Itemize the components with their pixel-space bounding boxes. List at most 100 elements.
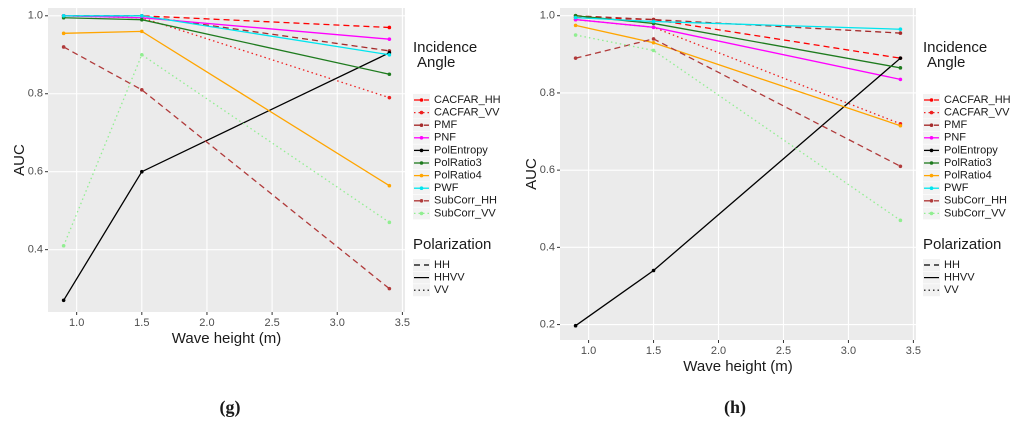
data-point xyxy=(573,15,578,20)
plot-panel xyxy=(48,8,405,312)
legend-label: PNF xyxy=(944,132,966,144)
legend-point xyxy=(929,136,934,140)
series-line xyxy=(63,15,390,52)
legend-label: PWF xyxy=(434,182,459,194)
legend-point xyxy=(419,123,424,127)
series-line xyxy=(63,53,390,246)
x-axis-title: Wave height (m) xyxy=(172,330,281,347)
x-tick-label: 3.5 xyxy=(395,317,410,329)
data-point xyxy=(573,33,578,37)
legend-label: PolEntropy xyxy=(944,144,998,156)
data-point xyxy=(387,25,392,30)
legend-label: HH xyxy=(434,259,450,271)
data-point xyxy=(387,95,392,100)
legend-title: Polarization xyxy=(413,236,491,253)
legend-label: SubCorr_VV xyxy=(434,207,496,219)
caption: (g) xyxy=(220,397,241,418)
legend-point xyxy=(929,98,934,102)
x-tick-label: 1.0 xyxy=(69,317,84,329)
x-tick-label: 2.5 xyxy=(776,345,791,357)
data-point xyxy=(140,88,144,92)
legend-title: Incidence xyxy=(923,39,987,56)
series-line xyxy=(575,15,901,34)
data-point xyxy=(651,25,656,30)
data-point xyxy=(61,45,66,49)
legend-label: PolRatio4 xyxy=(944,170,992,182)
legend-label: SubCorr_VV xyxy=(944,207,1006,219)
data-point xyxy=(61,31,66,36)
series-line xyxy=(63,15,390,29)
data-point xyxy=(140,13,144,18)
legend-label: CACFAR_HH xyxy=(944,94,1011,106)
y-tick-label: 0.8 xyxy=(540,87,555,99)
legend-title: Angle xyxy=(417,54,455,71)
legend-label: PMF xyxy=(944,119,968,131)
data-point xyxy=(387,286,392,291)
data-point xyxy=(898,56,903,60)
y-axis-title: AUC xyxy=(11,144,28,176)
legend-key xyxy=(923,284,940,297)
legend-label: CACFAR_VV xyxy=(434,107,500,119)
y-tick-label: 0.6 xyxy=(540,164,555,176)
legend-key xyxy=(413,259,430,271)
series-line xyxy=(575,34,901,221)
data-point xyxy=(651,40,656,45)
series-line xyxy=(63,46,390,290)
legend-label: PolRatio4 xyxy=(434,170,482,182)
data-point xyxy=(140,29,144,34)
data-point xyxy=(387,72,392,77)
data-point xyxy=(651,268,656,273)
legend-point xyxy=(929,123,934,127)
legend-point xyxy=(419,173,424,178)
legend-label: HHVV xyxy=(944,272,975,284)
legend-point xyxy=(419,211,424,216)
data-point xyxy=(387,220,392,225)
data-point xyxy=(140,169,144,174)
x-tick-label: 3.0 xyxy=(330,317,345,329)
data-point xyxy=(898,164,903,169)
data-point xyxy=(651,19,656,24)
y-tick-label: 1.0 xyxy=(540,10,555,22)
legend-label: VV xyxy=(944,284,959,296)
legend-label: PolEntropy xyxy=(434,144,488,156)
legend-point xyxy=(929,110,934,115)
x-axis-title: Wave height (m) xyxy=(683,358,792,375)
y-tick-label: 0.2 xyxy=(540,318,555,330)
plot-panel xyxy=(560,8,916,340)
legend-point xyxy=(929,199,934,203)
data-point xyxy=(61,243,66,248)
data-point xyxy=(140,52,144,57)
legend-label: CACFAR_HH xyxy=(434,94,501,106)
legend-point xyxy=(419,199,424,203)
data-point xyxy=(61,298,66,303)
y-axis-title: AUC xyxy=(523,158,540,190)
legend-point xyxy=(929,211,934,216)
legend-label: PNF xyxy=(434,132,456,144)
x-tick-label: 3.0 xyxy=(841,345,856,357)
legend-point xyxy=(419,136,424,140)
data-point xyxy=(573,56,578,60)
y-tick-label: 0.4 xyxy=(28,244,43,256)
y-tick-label: 0.6 xyxy=(28,166,43,178)
legend-point xyxy=(929,186,934,190)
x-tick-label: 2.5 xyxy=(264,317,279,329)
data-point xyxy=(61,13,66,18)
legend-point xyxy=(419,148,424,153)
legend-point xyxy=(419,110,424,115)
legend-label: PWF xyxy=(944,182,969,194)
legend-title: Angle xyxy=(927,54,965,71)
x-tick-label: 2.0 xyxy=(711,345,726,357)
legend-point xyxy=(929,148,934,153)
legend-label: HHVV xyxy=(434,272,465,284)
legend-point xyxy=(419,186,424,190)
data-point xyxy=(140,17,144,22)
legend-key xyxy=(923,259,940,271)
data-point xyxy=(898,27,903,32)
legend-point xyxy=(419,98,424,102)
data-point xyxy=(387,183,392,188)
x-tick-label: 1.5 xyxy=(134,317,149,329)
legend-label: CACFAR_VV xyxy=(944,107,1010,119)
legend-label: HH xyxy=(944,259,960,271)
legend-key xyxy=(413,284,430,297)
x-tick-label: 3.5 xyxy=(906,345,921,357)
